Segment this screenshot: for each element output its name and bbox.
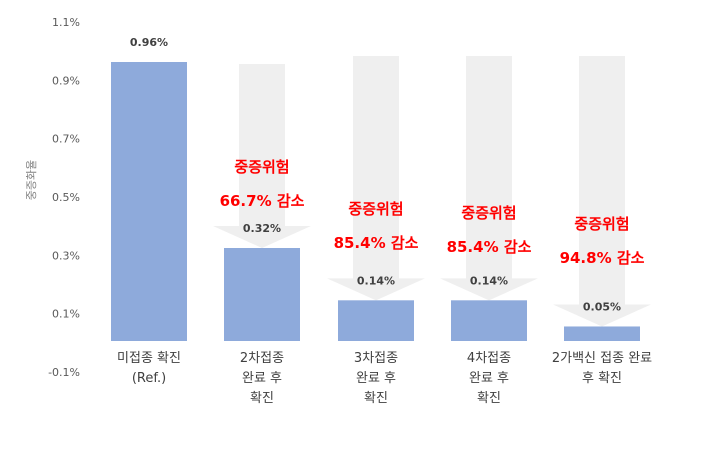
y-tick-label: 0.5% xyxy=(52,191,80,204)
y-tick-label: 1.1% xyxy=(52,16,80,29)
x-axis-categories: 미접종 확진 (Ref.) 2차접종 완료 후 확진 3차접종 완료 후 확진 4차접종 완료 후… xyxy=(117,351,652,406)
category-label: 미접종 확진 (Ref.) xyxy=(117,351,181,386)
value-label: 0.32% xyxy=(243,222,281,235)
y-tick-label: 0.1% xyxy=(52,308,80,321)
value-label: 0.14% xyxy=(357,274,395,287)
reduction-arrow xyxy=(213,64,311,248)
reduction-arrow xyxy=(440,56,538,301)
category-label: 4차접종 완료 후 확진 xyxy=(467,351,511,406)
y-tick-label: 0.3% xyxy=(52,249,80,262)
reduction-arrow xyxy=(553,56,651,327)
reduction-annotation: 중증위험 85.4% 감소 xyxy=(447,204,532,256)
y-tick-label: 0.9% xyxy=(52,74,80,87)
bar xyxy=(111,62,187,341)
value-label: 0.96% xyxy=(130,36,168,49)
category-label: 2가백신 접종 완료 후 확진 xyxy=(552,351,652,386)
reduction-arrows xyxy=(213,56,651,327)
y-tick-label: -0.1% xyxy=(48,366,80,379)
category-label: 3차접종 완료 후 확진 xyxy=(354,351,398,406)
y-tick-label: 0.7% xyxy=(52,133,80,146)
bar xyxy=(564,326,640,341)
reduction-arrow xyxy=(327,56,425,301)
bars xyxy=(111,62,640,341)
y-axis-title: 중증화율 xyxy=(25,160,38,200)
bar xyxy=(224,248,300,341)
category-label: 2차접종 완료 후 확진 xyxy=(240,351,284,406)
reduction-annotation: 중증위험 85.4% 감소 xyxy=(334,200,419,252)
bar xyxy=(338,300,414,341)
reduction-annotation: 중증위험 66.7% 감소 xyxy=(220,158,305,210)
bar xyxy=(451,300,527,341)
value-label: 0.14% xyxy=(470,274,508,287)
y-axis-ticks: 1.1% 0.9% 0.7% 0.5% 0.3% 0.1% -0.1% xyxy=(48,16,80,379)
value-labels: 0.96% 0.32% 0.14% 0.14% 0.05% xyxy=(130,36,621,313)
value-label: 0.05% xyxy=(583,300,621,313)
reduction-annotation: 중증위험 94.8% 감소 xyxy=(560,215,645,267)
